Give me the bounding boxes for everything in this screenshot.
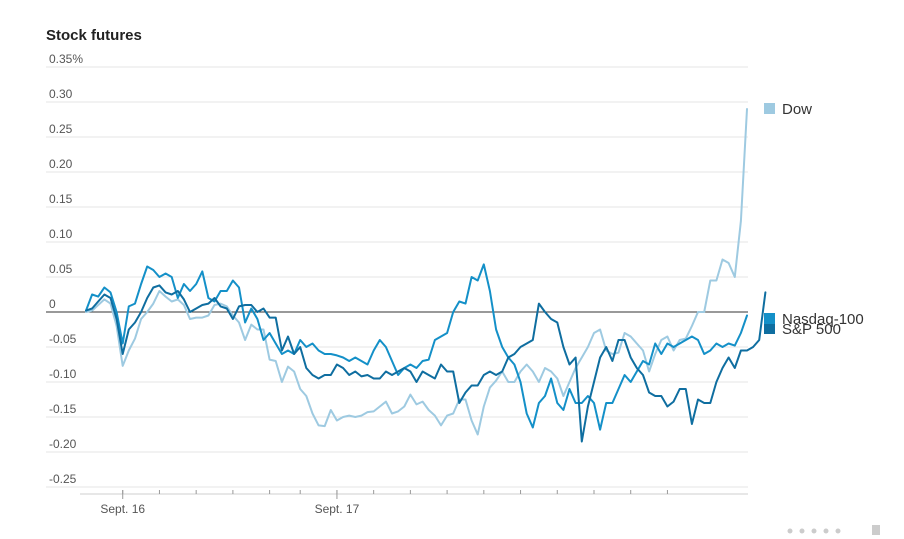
y-tick-label: -0.15 [49, 402, 77, 416]
y-tick-label: 0.25 [49, 122, 73, 136]
y-tick-label: 0 [49, 297, 56, 311]
legend-label-dow: Dow [782, 101, 812, 118]
x-tick-label: Sept. 16 [100, 502, 145, 516]
legend-swatch-dow [764, 103, 775, 114]
legend-label-s-p-500: S&P 500 [782, 321, 841, 338]
window-controls-decoration [787, 525, 880, 535]
legend-label-nasdaq-100: Nasdaq-100 [782, 311, 864, 328]
y-tick-label: 0.15 [49, 192, 73, 206]
y-tick-label: -0.10 [49, 367, 77, 381]
legend-swatch-nasdaq-100 [764, 313, 775, 324]
x-tick-label: Sept. 17 [315, 502, 360, 516]
y-tick-label: 0.30 [49, 87, 73, 101]
corner-icon [872, 525, 880, 535]
y-tick-label: 0.20 [49, 157, 73, 171]
dot-icon [799, 528, 805, 534]
chart-title: Stock futures [46, 27, 142, 44]
x-axis: Sept. 16 Sept. 17 [80, 490, 748, 516]
grid [46, 66, 748, 488]
legend-swatch-s-p-500 [764, 323, 775, 334]
y-tick-label: -0.25 [49, 472, 77, 486]
y-tick-label: -0.20 [49, 437, 77, 451]
series-line-dow [85, 108, 748, 436]
dot-icon [823, 528, 829, 534]
y-tick-label: -0.05 [49, 332, 77, 346]
dot-icon [835, 528, 841, 534]
y-tick-label: 0.05 [49, 262, 73, 276]
series-line-s-p-500 [85, 284, 767, 443]
y-axis-labels: 0.35% 0.30 0.25 0.20 0.15 0.10 0.05 0 -0.05 -0.10… [49, 52, 83, 486]
dot-icon [787, 528, 793, 534]
series-lines [85, 108, 767, 443]
dot-icon [811, 528, 817, 534]
series-line-nasdaq-100 [85, 263, 748, 431]
y-tick-label: 0.10 [49, 227, 73, 241]
y-tick-label: 0.35% [49, 52, 83, 66]
